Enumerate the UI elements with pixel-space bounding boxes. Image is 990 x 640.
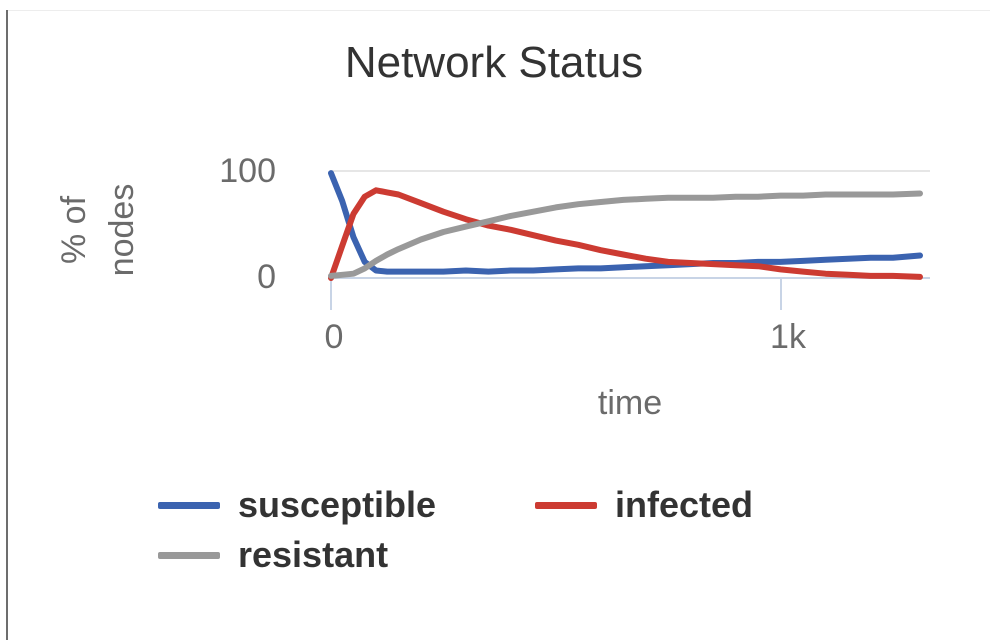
window-left-border <box>6 10 8 640</box>
legend-swatch-resistant <box>158 551 220 559</box>
series-line-infected <box>328 187 923 281</box>
series-line-susceptible <box>328 170 923 275</box>
legend-item-resistant: resistant <box>158 534 388 576</box>
x-tick-label-1k: 1k <box>770 318 806 356</box>
legend-swatch-susceptible <box>158 501 220 509</box>
window-top-rule <box>8 10 990 11</box>
legend-item-susceptible: susceptible <box>158 484 436 526</box>
chart-title: Network Status <box>344 38 644 87</box>
grid <box>330 170 930 310</box>
legend-swatch-infected <box>535 501 597 509</box>
legend-item-infected: infected <box>535 484 753 526</box>
x-axis-label: time <box>597 384 663 422</box>
series-line-resistant <box>328 190 923 279</box>
legend-label-resistant: resistant <box>238 534 389 575</box>
y-tick-label-100: 100 <box>219 152 276 190</box>
series-layer <box>328 170 923 281</box>
legend-label-infected: infected <box>615 484 754 525</box>
x-tick-label-0: 0 <box>324 318 344 356</box>
legend-label-susceptible: susceptible <box>238 484 437 525</box>
y-tick-label-0: 0 <box>257 258 276 296</box>
